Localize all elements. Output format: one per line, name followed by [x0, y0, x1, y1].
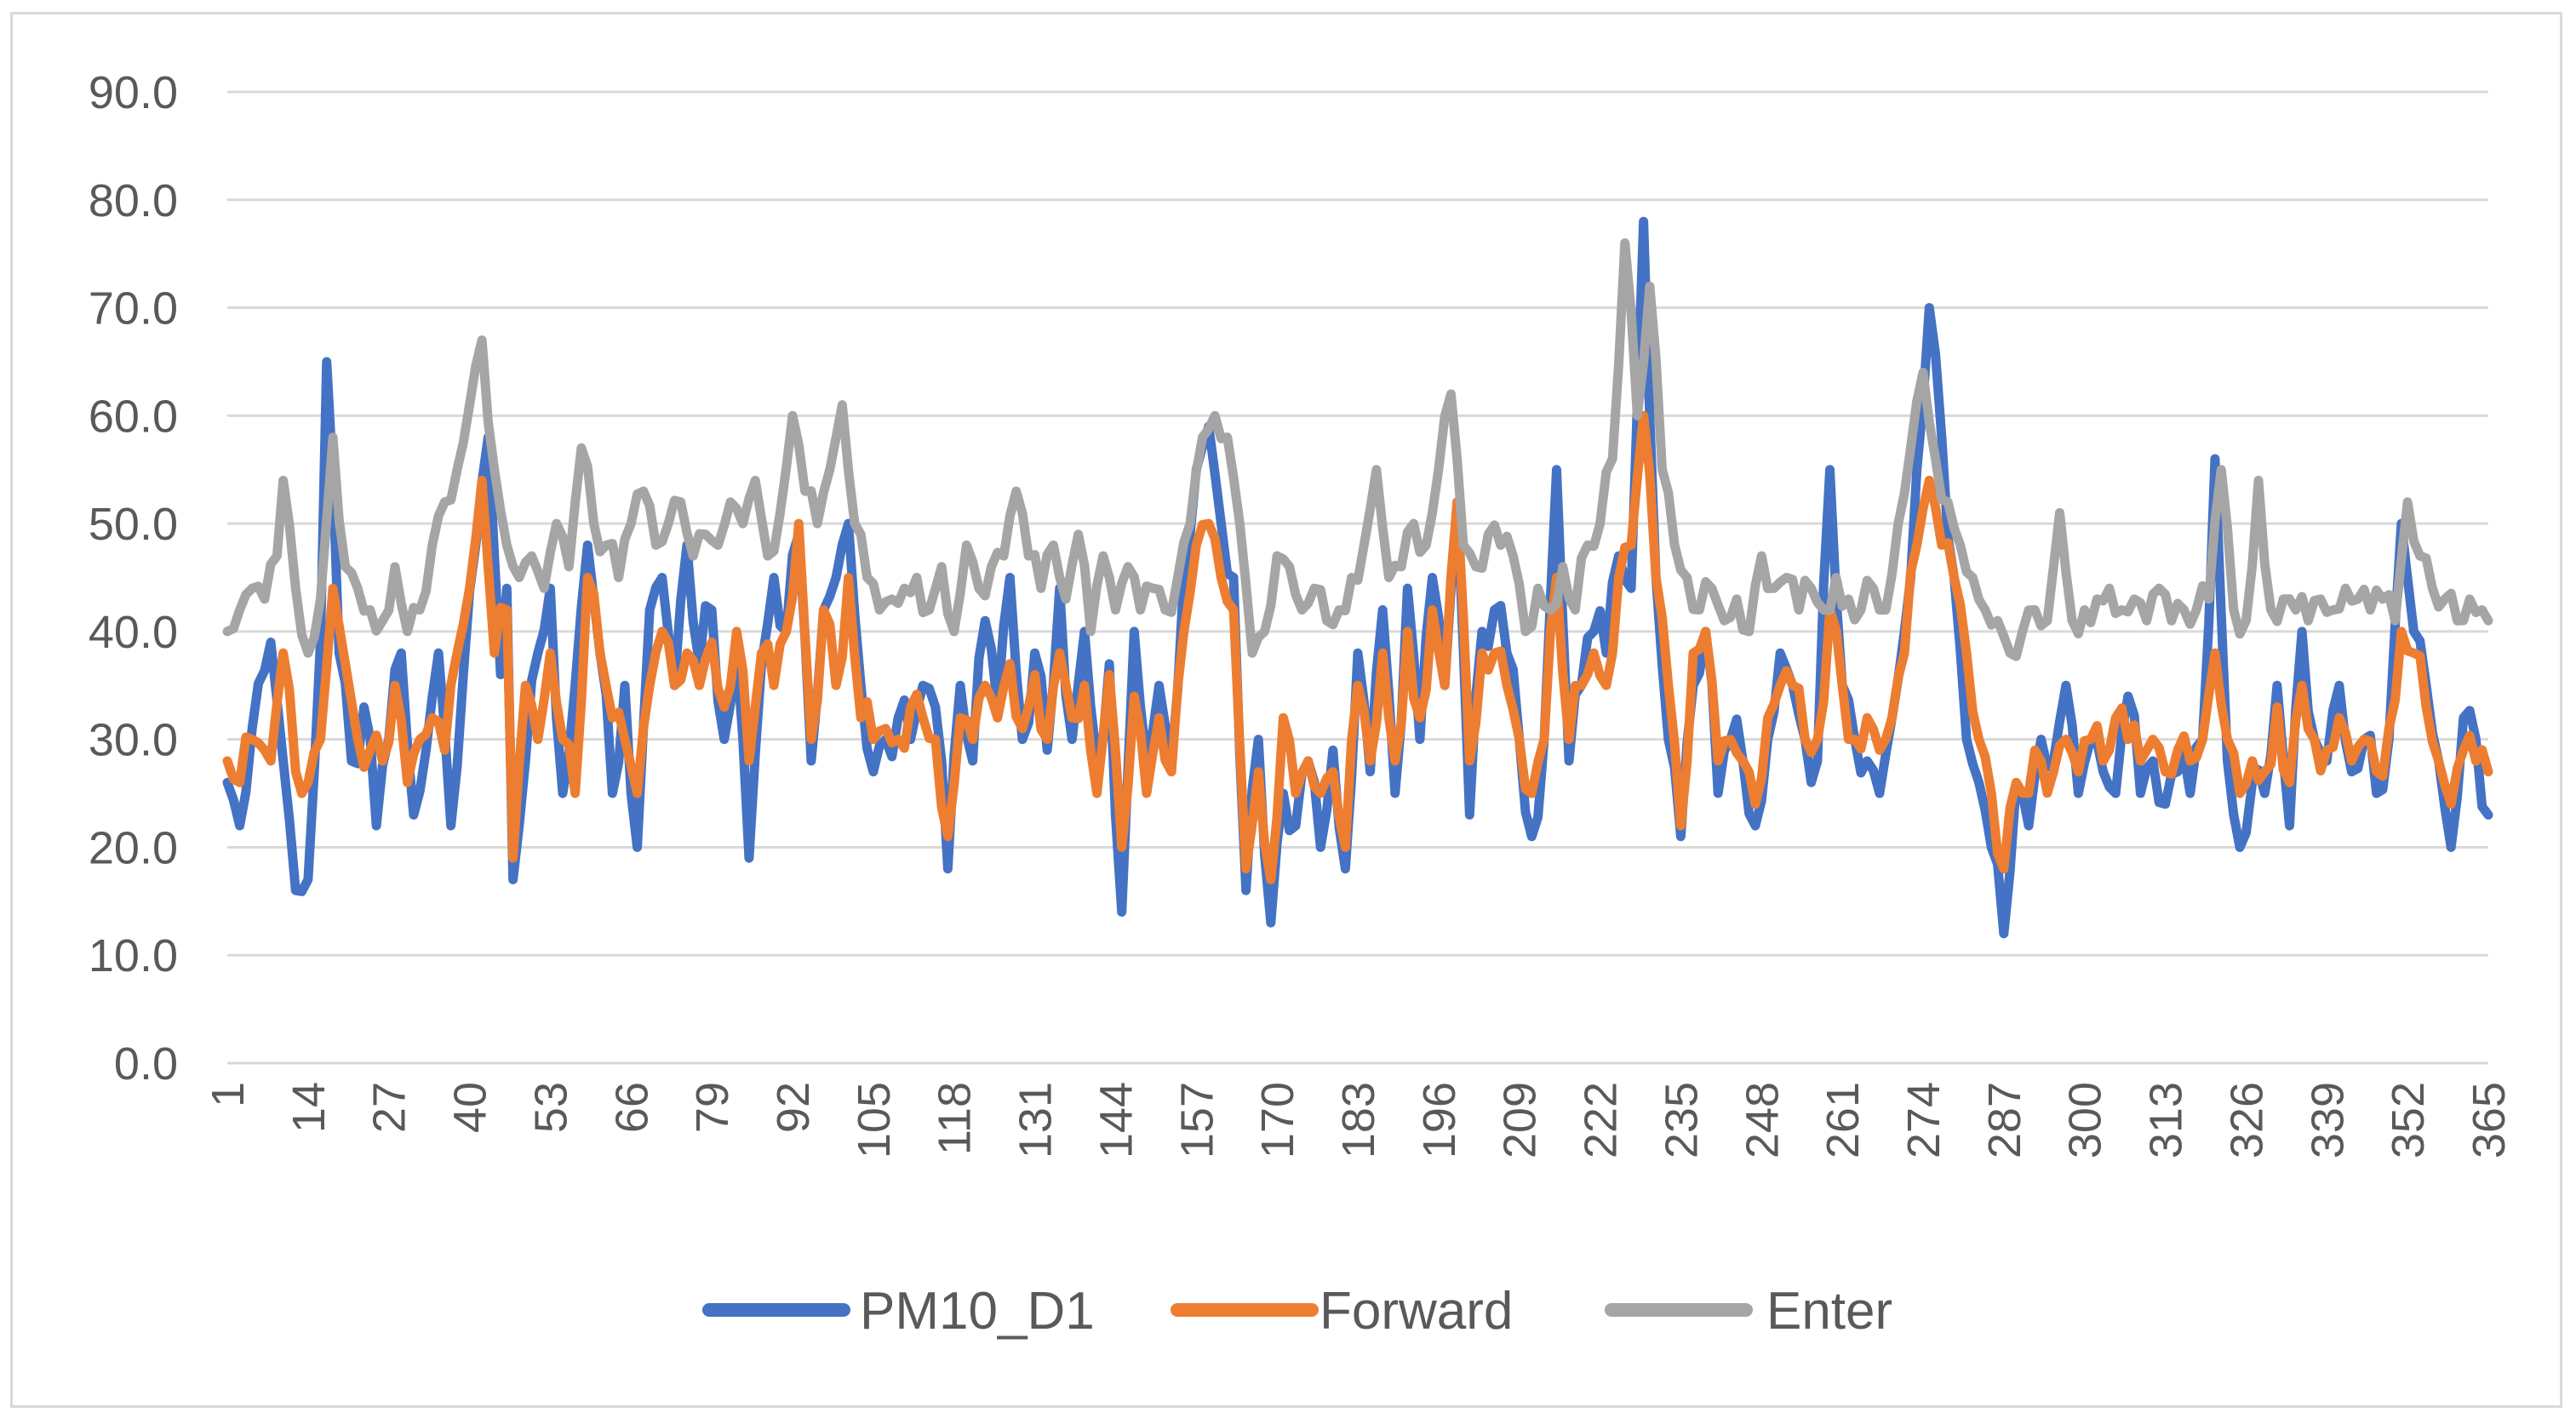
x-tick-label: 118	[930, 1082, 981, 1155]
x-tick-label: 222	[1576, 1082, 1627, 1158]
y-tick-label: 50.0	[89, 499, 178, 550]
x-tick-label: 313	[2141, 1082, 2192, 1158]
y-tick-label: 0.0	[114, 1038, 178, 1089]
x-axis-tick-labels: 1 14 27 40 53 66 79 92 105 118 131 144 157 170 183 196 2…	[203, 1082, 2515, 1158]
x-tick-label: 27	[364, 1082, 415, 1133]
x-tick-label: 274	[1898, 1082, 1949, 1158]
x-tick-label: 287	[1979, 1082, 2030, 1158]
chart-frame: 0.0 10.0 20.0 30.0 40.0 50.0 60.0 70.0 80.0 90.0 …	[10, 12, 2562, 1408]
x-tick-label: 196	[1414, 1082, 1465, 1158]
x-tick-label: 352	[2383, 1082, 2434, 1158]
series-lines	[222, 216, 2493, 939]
x-tick-label: 261	[1818, 1082, 1869, 1158]
line-chart: 0.010.020.030.040.050.060.070.080.090.0 …	[89, 67, 2515, 1341]
x-tick-label: 209	[1495, 1082, 1546, 1158]
y-axis-tick-labels: 0.0 10.0 20.0 30.0 40.0 50.0 60.0 70.0 80.0 90.0	[89, 67, 178, 1089]
x-tick-label: 79	[687, 1082, 738, 1133]
x-tick-label: 105	[849, 1082, 900, 1158]
legend-label-enter: Enter	[1766, 1282, 1892, 1341]
x-tick-label: 92	[768, 1082, 819, 1133]
x-tick-label: 300	[2060, 1082, 2111, 1158]
y-tick-label: 70.0	[89, 283, 178, 335]
x-tick-label: 144	[1091, 1082, 1142, 1158]
x-tick-label: 1	[203, 1082, 254, 1107]
x-tick-label: 157	[1171, 1082, 1222, 1158]
x-tick-label: 53	[525, 1082, 576, 1133]
x-tick-label: 40	[445, 1082, 496, 1133]
x-tick-label: 339	[2302, 1082, 2353, 1158]
y-tick-label: 90.0	[89, 67, 178, 118]
y-tick-label: 10.0	[89, 930, 178, 981]
x-tick-label: 183	[1333, 1082, 1384, 1158]
y-tick-label: 80.0	[89, 175, 178, 226]
x-tick-label: 326	[2221, 1082, 2272, 1158]
x-tick-label: 131	[1010, 1082, 1062, 1158]
gridlines	[227, 90, 2488, 1065]
y-tick-label: 20.0	[89, 822, 178, 873]
x-tick-label: 170	[1252, 1082, 1303, 1158]
x-tick-label: 66	[606, 1082, 657, 1133]
legend: PM10_D1 Forward Enter	[702, 1282, 1892, 1341]
series-line-forward	[222, 410, 2493, 884]
x-tick-label: 365	[2464, 1082, 2515, 1158]
x-tick-label: 248	[1737, 1082, 1788, 1158]
series-line-enter	[222, 237, 2493, 661]
legend-label-pm10-d1: PM10_D1	[860, 1282, 1095, 1341]
x-tick-label: 14	[283, 1082, 335, 1133]
y-tick-label: 30.0	[89, 715, 178, 766]
y-tick-label: 40.0	[89, 607, 178, 658]
legend-label-forward: Forward	[1319, 1282, 1513, 1341]
y-tick-label: 60.0	[89, 391, 178, 442]
x-tick-label: 235	[1656, 1082, 1707, 1158]
